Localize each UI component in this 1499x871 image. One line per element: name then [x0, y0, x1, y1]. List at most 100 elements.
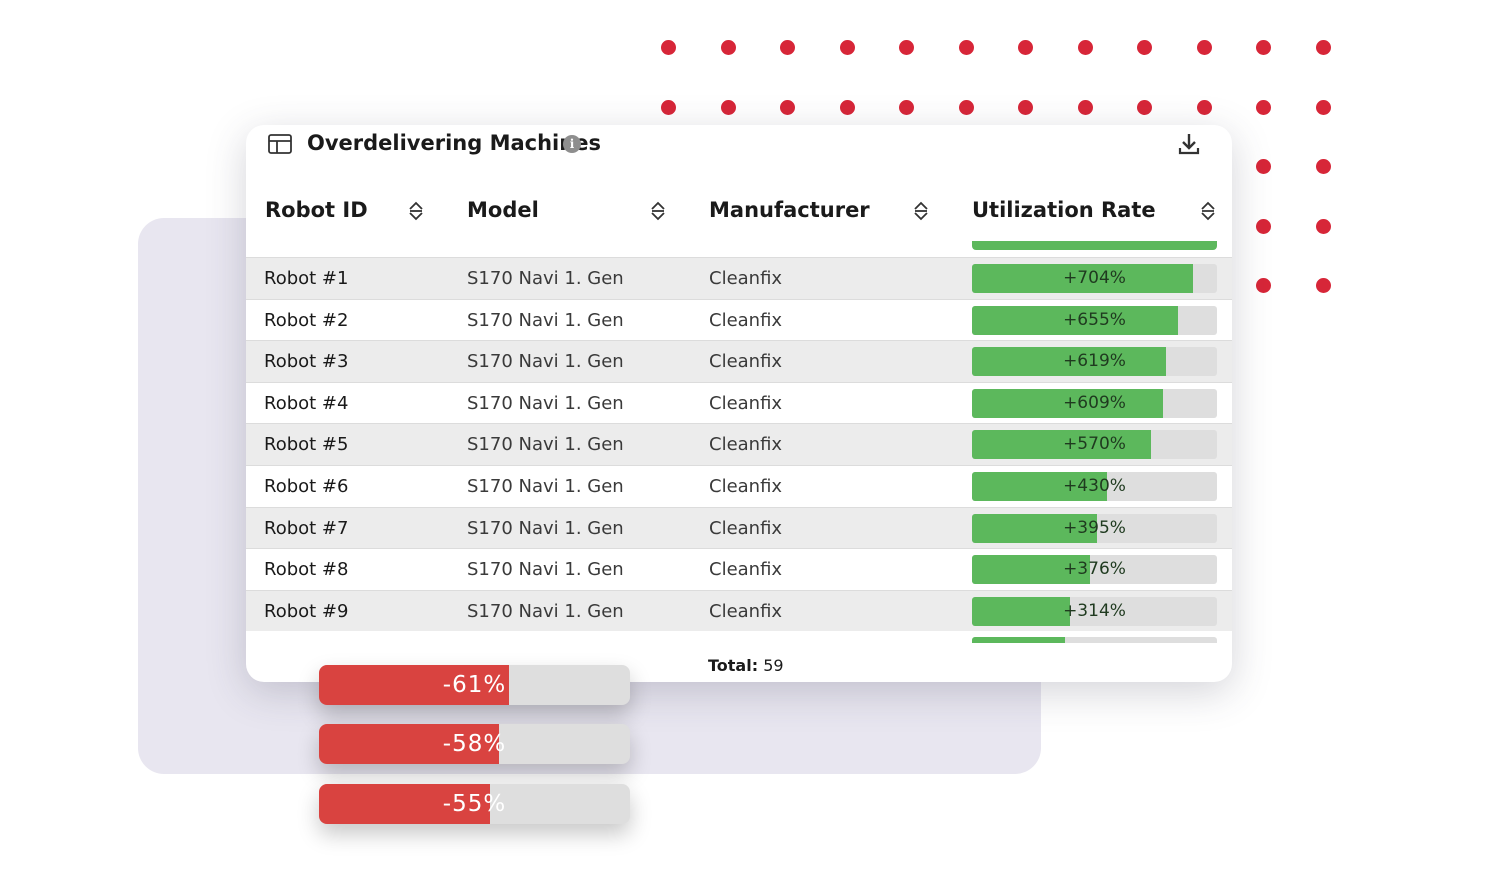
underperforming-bar: -55% — [319, 784, 630, 824]
table-row[interactable]: Robot #8 S170 Navi 1. Gen Cleanfix +376% — [246, 548, 1232, 590]
utilization-bar: +619% — [972, 347, 1217, 377]
utilization-bar-fill — [972, 555, 1090, 585]
utilization-bar: +430% — [972, 472, 1217, 501]
decorative-dot — [1136, 99, 1152, 115]
decorative-dot — [1255, 158, 1271, 174]
utilization-bar-fill — [972, 388, 1164, 418]
table-icon — [268, 134, 292, 154]
utilization-rate-value: +570% — [1063, 434, 1126, 455]
cell-robot-id: Robot #8 — [264, 559, 349, 581]
decorative-dot — [839, 99, 855, 115]
decorative-dot — [1255, 39, 1271, 55]
total-label: Total: — [708, 656, 759, 675]
sort-icon[interactable] — [650, 201, 666, 221]
cell-model: S170 Navi 1. Gen — [467, 476, 624, 497]
scrolled-row-peek — [246, 241, 1232, 257]
table-header: Robot ID Model Manufacturer Utilization … — [246, 193, 1232, 229]
sort-icon[interactable] — [1200, 201, 1216, 221]
decorative-dot — [1077, 99, 1093, 115]
table-row[interactable]: Robot #5 S170 Navi 1. Gen Cleanfix +570% — [246, 423, 1232, 465]
cell-robot-id: Robot #4 — [264, 392, 349, 414]
utilization-rate-value: +655% — [1063, 309, 1126, 330]
decorative-dot — [1017, 39, 1033, 55]
decorative-dot — [1315, 39, 1331, 55]
table-row[interactable]: Robot #3 S170 Navi 1. Gen Cleanfix +619% — [246, 340, 1232, 382]
cell-manufacturer: Cleanfix — [709, 517, 783, 539]
table-row[interactable]: Robot #2 S170 Navi 1. Gen Cleanfix +655% — [246, 298, 1232, 341]
card-header: Overdelivering Machines i — [246, 125, 1232, 165]
decorative-dot — [1315, 158, 1331, 174]
utilization-bar-fill — [972, 513, 1097, 543]
decorative-dot — [779, 99, 795, 115]
cell-robot-id: Robot #9 — [264, 600, 349, 622]
cell-manufacturer: Cleanfix — [709, 351, 783, 373]
cell-manufacturer: Cleanfix — [709, 268, 783, 289]
column-label: Model — [467, 198, 539, 222]
decorative-dot — [1255, 277, 1271, 293]
column-header-manufacturer[interactable]: Manufacturer — [709, 193, 939, 229]
table-row[interactable]: Robot #9 S170 Navi 1. Gen Cleanfix +314% — [246, 589, 1232, 632]
decorative-dot — [1136, 39, 1152, 55]
utilization-bar: +376% — [972, 555, 1217, 585]
underperforming-bar-fill — [319, 784, 491, 824]
cell-manufacturer: Cleanfix — [709, 476, 783, 497]
sort-icon[interactable] — [408, 201, 424, 221]
utilization-bar-fill — [972, 430, 1151, 460]
utilization-rate-value: +395% — [1063, 517, 1126, 538]
column-header-utilization-rate[interactable]: Utilization Rate — [972, 193, 1222, 229]
utilization-bar: +609% — [972, 388, 1217, 418]
cell-robot-id: Robot #6 — [264, 476, 349, 497]
cell-manufacturer: Cleanfix — [709, 559, 783, 581]
table-row[interactable]: Robot #7 S170 Navi 1. Gen Cleanfix +395% — [246, 506, 1232, 549]
cell-model: S170 Navi 1. Gen — [467, 434, 624, 456]
decorative-dot — [898, 99, 914, 115]
cell-manufacturer: Cleanfix — [709, 392, 783, 414]
column-label: Robot ID — [265, 198, 368, 222]
decorative-dot — [1315, 218, 1331, 234]
cell-model: S170 Navi 1. Gen — [467, 351, 624, 373]
decorative-dot — [1255, 218, 1271, 234]
table-row[interactable]: Robot #1 S170 Navi 1. Gen Cleanfix +704% — [246, 257, 1232, 299]
underperforming-bar-fill — [319, 724, 500, 764]
decorative-dot — [839, 39, 855, 55]
utilization-rate-value: +619% — [1063, 351, 1126, 372]
cell-robot-id: Robot #1 — [264, 268, 349, 289]
underperforming-bar: -58% — [319, 724, 630, 764]
column-label: Manufacturer — [709, 198, 870, 222]
utilization-bar: +570% — [972, 430, 1217, 460]
decorative-dot — [660, 99, 676, 115]
utilization-rate-value: +430% — [1063, 476, 1126, 496]
sort-icon[interactable] — [913, 201, 929, 221]
utilization-bar-peek — [972, 637, 1217, 643]
info-icon[interactable]: i — [563, 135, 581, 153]
utilization-rate-value: +609% — [1063, 392, 1126, 413]
cell-model: S170 Navi 1. Gen — [467, 392, 624, 414]
decorative-dot — [1196, 39, 1212, 55]
column-header-robot-id[interactable]: Robot ID — [265, 193, 435, 229]
cell-manufacturer: Cleanfix — [709, 600, 783, 622]
decorative-dot — [779, 39, 795, 55]
decorative-dot — [720, 99, 736, 115]
underperforming-bar-label: -58% — [442, 731, 507, 757]
utilization-bar-fill — [972, 264, 1193, 293]
cell-model: S170 Navi 1. Gen — [467, 517, 624, 539]
utilization-bar-fill — [972, 472, 1107, 501]
decorative-dot — [958, 99, 974, 115]
cell-manufacturer: Cleanfix — [709, 434, 783, 456]
table-row[interactable]: Robot #6 S170 Navi 1. Gen Cleanfix +430% — [246, 465, 1232, 507]
table-row[interactable]: Robot #4 S170 Navi 1. Gen Cleanfix +609% — [246, 381, 1232, 424]
utilization-bar: +704% — [972, 264, 1217, 293]
overdelivering-machines-card: Overdelivering Machines i Robot ID Model… — [246, 125, 1232, 682]
utilization-bar-fill — [972, 347, 1166, 377]
underperforming-bar-label: -61% — [442, 672, 507, 698]
column-header-model[interactable]: Model — [467, 193, 677, 229]
cell-robot-id: Robot #3 — [264, 351, 349, 373]
download-icon[interactable] — [1177, 132, 1201, 156]
utilization-rate-value: +376% — [1063, 559, 1126, 580]
decorative-dot — [1196, 99, 1212, 115]
utilization-bar-fill — [972, 305, 1178, 335]
decorative-dot — [1315, 99, 1331, 115]
cell-robot-id: Robot #2 — [264, 309, 349, 331]
decorative-dot — [898, 39, 914, 55]
utilization-rate-value: +704% — [1063, 268, 1126, 288]
